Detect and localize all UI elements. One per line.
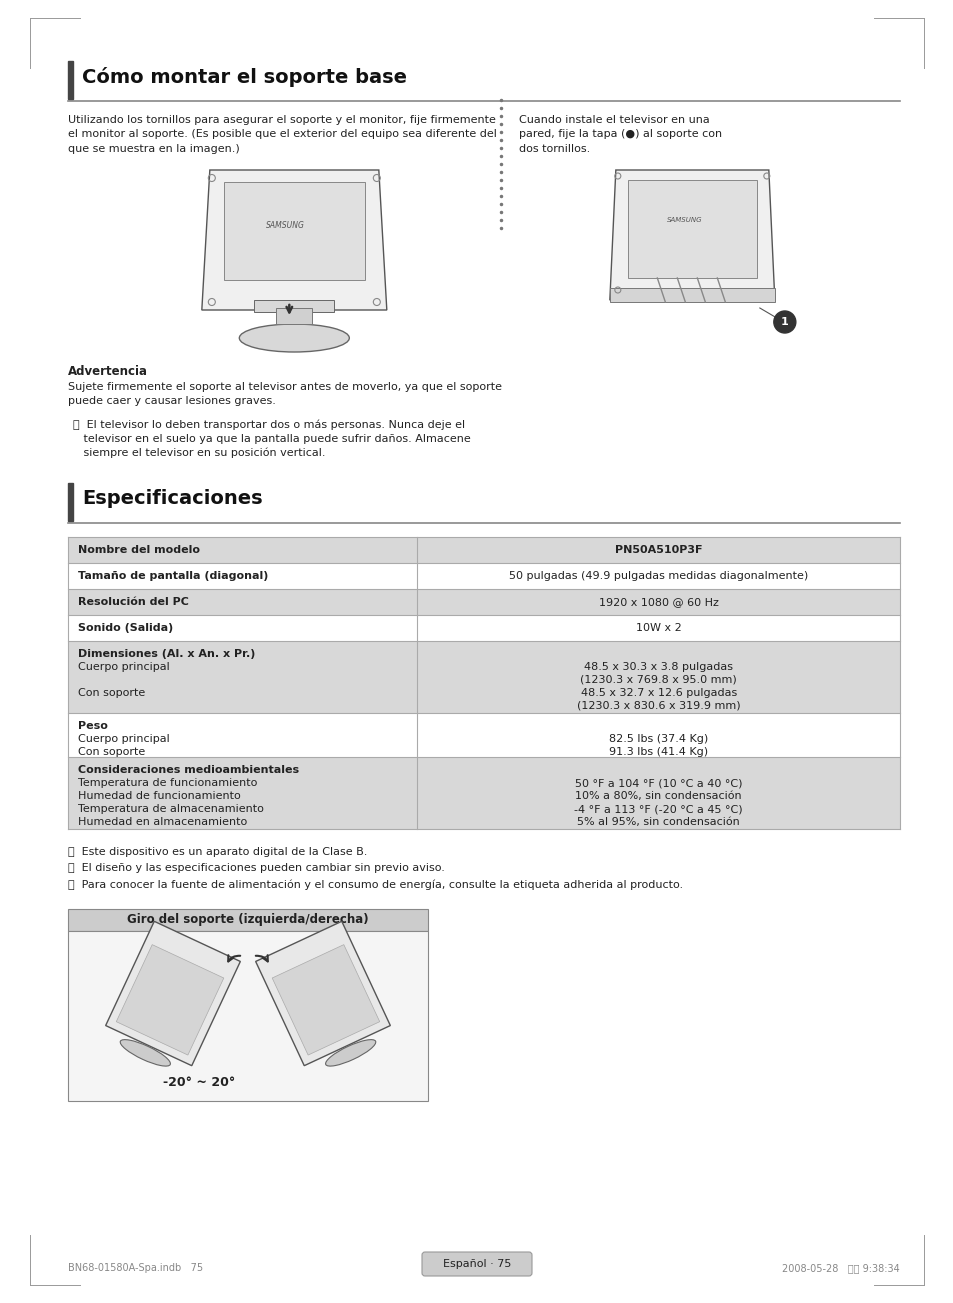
Bar <box>68 909 428 932</box>
Text: Humedad de funcionamiento: Humedad de funcionamiento <box>78 791 240 801</box>
Text: 5% al 95%, sin condensación: 5% al 95%, sin condensación <box>577 817 740 827</box>
Bar <box>68 61 73 99</box>
Text: Humedad en almacenamiento: Humedad en almacenamiento <box>78 817 247 827</box>
Text: 1920 x 1080 @ 60 Hz: 1920 x 1080 @ 60 Hz <box>598 597 718 607</box>
Bar <box>255 921 390 1066</box>
Text: Con soporte: Con soporte <box>78 747 145 757</box>
Bar <box>68 757 899 829</box>
Text: Temperatura de almacenamiento: Temperatura de almacenamiento <box>78 804 264 814</box>
Text: SAMSUNG: SAMSUNG <box>266 220 305 229</box>
Polygon shape <box>627 180 756 278</box>
Circle shape <box>773 311 795 334</box>
Text: Sujete firmemente el soporte al televisor antes de moverlo, ya que el soporte
pu: Sujete firmemente el soporte al televiso… <box>68 382 501 407</box>
Ellipse shape <box>120 1040 171 1066</box>
Bar <box>276 308 312 324</box>
Text: Español · 75: Español · 75 <box>442 1259 511 1269</box>
Bar <box>116 945 224 1055</box>
Text: 50 pulgadas (49.9 pulgadas medidas diagonalmente): 50 pulgadas (49.9 pulgadas medidas diago… <box>509 571 807 581</box>
Text: Sonido (Salida): Sonido (Salida) <box>78 623 173 633</box>
Text: ⟢  Este dispositivo es un aparato digital de la Clase B.: ⟢ Este dispositivo es un aparato digital… <box>68 847 367 857</box>
Text: Cuerpo principal: Cuerpo principal <box>78 734 170 744</box>
Text: ⟢  El diseño y las especificaciones pueden cambiar sin previo aviso.: ⟢ El diseño y las especificaciones puede… <box>68 863 444 873</box>
Text: Con soporte: Con soporte <box>78 688 145 698</box>
Text: Advertencia: Advertencia <box>68 365 148 378</box>
Text: Temperatura de funcionamiento: Temperatura de funcionamiento <box>78 778 257 788</box>
Bar <box>254 300 334 311</box>
Text: -4 °F a 113 °F (-20 °C a 45 °C): -4 °F a 113 °F (-20 °C a 45 °C) <box>574 804 742 814</box>
Text: BN68-01580A-Spa.indb   75: BN68-01580A-Spa.indb 75 <box>68 1263 203 1273</box>
Text: Consideraciones medioambientales: Consideraciones medioambientales <box>78 765 299 775</box>
Text: 2008-05-28   오후 9:38:34: 2008-05-28 오후 9:38:34 <box>781 1263 899 1273</box>
Text: Dimensiones (Al. x An. x Pr.): Dimensiones (Al. x An. x Pr.) <box>78 649 255 659</box>
Bar <box>68 537 899 563</box>
Text: (1230.3 x 769.8 x 95.0 mm): (1230.3 x 769.8 x 95.0 mm) <box>579 675 737 685</box>
Polygon shape <box>202 169 386 310</box>
Text: Resolución del PC: Resolución del PC <box>78 597 189 607</box>
Text: Nombre del modelo: Nombre del modelo <box>78 545 200 555</box>
Text: Utilizando los tornillos para asegurar el soporte y el monitor, fije firmemente
: Utilizando los tornillos para asegurar e… <box>68 115 497 154</box>
Text: siempre el televisor en su posición vertical.: siempre el televisor en su posición vert… <box>73 448 325 459</box>
Bar <box>272 945 379 1055</box>
Text: 48.5 x 30.3 x 3.8 pulgadas: 48.5 x 30.3 x 3.8 pulgadas <box>583 662 733 672</box>
Text: televisor en el suelo ya que la pantalla puede sufrir daños. Almacene: televisor en el suelo ya que la pantalla… <box>73 434 470 444</box>
Text: 82.5 lbs (37.4 Kg): 82.5 lbs (37.4 Kg) <box>608 734 707 744</box>
Text: 1: 1 <box>781 317 788 327</box>
Text: Tamaño de pantalla (diagonal): Tamaño de pantalla (diagonal) <box>78 571 268 581</box>
Bar <box>68 713 899 757</box>
Text: ⟢  El televisor lo deben transportar dos o más personas. Nunca deje el: ⟢ El televisor lo deben transportar dos … <box>73 420 465 430</box>
Bar <box>68 932 428 1101</box>
Text: 10W x 2: 10W x 2 <box>636 623 680 633</box>
Bar <box>68 483 73 521</box>
Text: (1230.3 x 830.6 x 319.9 mm): (1230.3 x 830.6 x 319.9 mm) <box>577 701 740 711</box>
Ellipse shape <box>325 1040 375 1066</box>
Text: SAMSUNG: SAMSUNG <box>667 218 702 223</box>
Text: Cuerpo principal: Cuerpo principal <box>78 662 170 672</box>
Bar <box>68 641 899 713</box>
Polygon shape <box>609 169 774 300</box>
Text: 10% a 80%, sin condensación: 10% a 80%, sin condensación <box>575 791 741 801</box>
Text: 50 °F a 104 °F (10 °C a 40 °C): 50 °F a 104 °F (10 °C a 40 °C) <box>575 778 741 788</box>
Text: PN50A510P3F: PN50A510P3F <box>615 545 701 555</box>
Bar <box>68 563 899 589</box>
FancyBboxPatch shape <box>421 1252 532 1276</box>
Text: Cómo montar el soporte base: Cómo montar el soporte base <box>82 66 407 87</box>
Text: 91.3 lbs (41.4 Kg): 91.3 lbs (41.4 Kg) <box>609 747 707 757</box>
Bar <box>609 288 774 302</box>
Text: Peso: Peso <box>78 721 108 731</box>
Polygon shape <box>224 182 364 280</box>
Text: 48.5 x 32.7 x 12.6 pulgadas: 48.5 x 32.7 x 12.6 pulgadas <box>580 688 736 698</box>
Bar <box>68 589 899 615</box>
Text: Cuando instale el televisor en una
pared, fije la tapa (●) al soporte con
dos to: Cuando instale el televisor en una pared… <box>518 115 721 154</box>
Bar <box>106 921 240 1066</box>
Text: Giro del soporte (izquierda/derecha): Giro del soporte (izquierda/derecha) <box>127 913 369 926</box>
Ellipse shape <box>239 324 349 352</box>
Bar <box>68 615 899 641</box>
Text: -20° ~ 20°: -20° ~ 20° <box>163 1076 235 1089</box>
Text: Especificaciones: Especificaciones <box>82 489 262 508</box>
Text: ⟢  Para conocer la fuente de alimentación y el consumo de energía, consulte la e: ⟢ Para conocer la fuente de alimentación… <box>68 880 682 890</box>
